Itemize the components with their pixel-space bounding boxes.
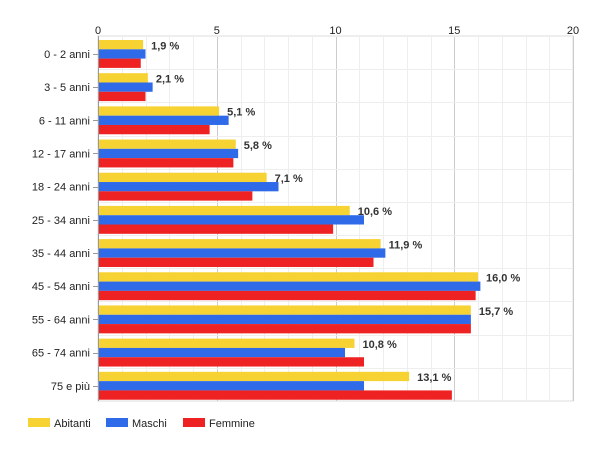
category-label: 25 - 34 anni bbox=[32, 215, 90, 227]
data-label: 10,6 % bbox=[358, 206, 392, 218]
x-tick-label: 20 bbox=[567, 25, 579, 37]
category-label: 45 - 54 anni bbox=[32, 281, 90, 293]
bar-abitanti bbox=[99, 272, 478, 282]
bar-maschi bbox=[99, 381, 364, 391]
legend-swatch bbox=[106, 418, 128, 427]
category-axis: 0 - 2 anni 3 - 5 anni 6 - 11 anni 12 - 17 a… bbox=[32, 49, 98, 393]
data-label: 10,8 % bbox=[363, 339, 397, 351]
category-label: 65 - 74 anni bbox=[32, 348, 90, 360]
bar-femmine bbox=[99, 124, 210, 135]
bar-femmine bbox=[99, 58, 141, 68]
bar-maschi bbox=[99, 182, 279, 192]
category-label: 18 - 24 anni bbox=[32, 182, 90, 194]
x-tick-label: 5 bbox=[214, 25, 220, 37]
bar-maschi bbox=[99, 215, 364, 225]
bars bbox=[99, 40, 481, 400]
data-label: 2,1 % bbox=[156, 73, 184, 85]
bar-maschi bbox=[99, 49, 146, 59]
bar-femmine bbox=[99, 290, 476, 301]
bar-femmine bbox=[99, 390, 452, 400]
category-label: 55 - 64 anni bbox=[32, 314, 90, 326]
bar-abitanti bbox=[99, 305, 471, 315]
data-label: 5,8 % bbox=[244, 140, 272, 152]
category-label: 0 - 2 anni bbox=[44, 49, 90, 61]
bar-maschi bbox=[99, 314, 471, 325]
data-label: 11,9 % bbox=[389, 239, 423, 251]
data-label: 1,9 % bbox=[151, 40, 179, 52]
bar-abitanti bbox=[99, 40, 144, 50]
legend-label: Abitanti bbox=[54, 418, 91, 430]
category-label: 75 e più bbox=[51, 381, 90, 393]
data-label: 13,1 % bbox=[417, 372, 451, 384]
bar-maschi bbox=[99, 82, 153, 92]
bar-femmine bbox=[99, 357, 364, 367]
category-label: 35 - 44 anni bbox=[32, 248, 90, 260]
legend-label: Femmine bbox=[209, 418, 255, 430]
category-label: 3 - 5 anni bbox=[44, 82, 90, 94]
bar-abitanti bbox=[99, 172, 267, 183]
bar-femmine bbox=[99, 257, 374, 267]
bar-abitanti bbox=[99, 239, 381, 249]
bar-abitanti bbox=[99, 205, 350, 216]
data-label: 15,7 % bbox=[479, 306, 513, 318]
x-axis-ticks: 0 5 10 15 20 bbox=[95, 25, 579, 37]
category-label: 12 - 17 anni bbox=[32, 148, 90, 160]
data-label: 5,1 % bbox=[227, 107, 255, 119]
bar-abitanti bbox=[99, 139, 236, 149]
bar-abitanti bbox=[99, 338, 355, 348]
legend-swatch bbox=[183, 418, 205, 427]
x-tick-label: 10 bbox=[329, 25, 341, 37]
x-tick-label: 0 bbox=[95, 25, 101, 37]
x-tick-label: 15 bbox=[448, 25, 460, 37]
bar-femmine bbox=[99, 158, 234, 168]
bar-maschi bbox=[99, 248, 386, 258]
bar-abitanti bbox=[99, 106, 220, 116]
bar-femmine bbox=[99, 191, 253, 201]
legend: Abitanti Maschi Femmine bbox=[28, 418, 255, 430]
legend-label: Maschi bbox=[132, 418, 167, 430]
bar-femmine bbox=[99, 224, 334, 234]
data-labels: 1,9 % 2,1 % 5,1 % 5,8 % 7,1 % 10,6 % 11,9 % 16,… bbox=[151, 40, 520, 384]
bar-abitanti bbox=[99, 73, 148, 83]
bar-maschi bbox=[99, 347, 345, 358]
bar-maschi bbox=[99, 148, 239, 159]
bar-maschi bbox=[99, 115, 229, 125]
data-label: 16,0 % bbox=[486, 273, 520, 285]
data-label: 7,1 % bbox=[275, 173, 303, 185]
bar-maschi bbox=[99, 281, 481, 291]
bar-femmine bbox=[99, 324, 471, 334]
category-label: 6 - 11 anni bbox=[39, 115, 90, 127]
legend-swatch bbox=[28, 418, 50, 427]
bar-femmine bbox=[99, 91, 146, 102]
bar-abitanti bbox=[99, 371, 410, 382]
